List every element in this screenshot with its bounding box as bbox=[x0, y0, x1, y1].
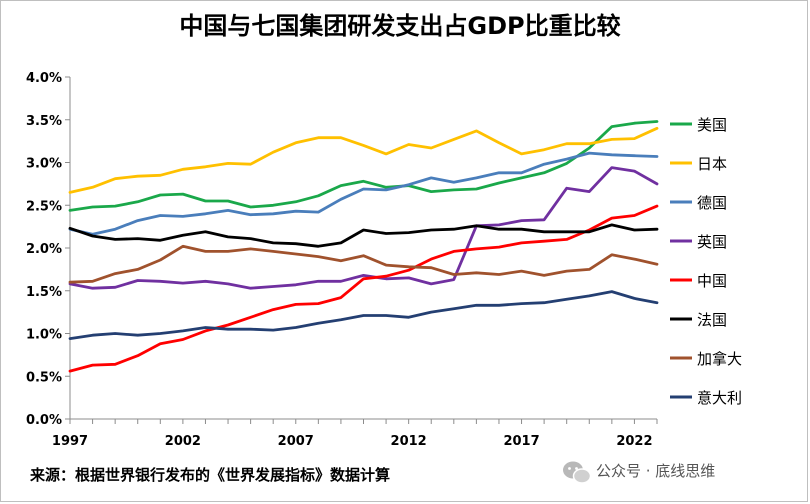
x-tick-label: 2017 bbox=[503, 434, 539, 449]
series-line-5 bbox=[68, 204, 659, 373]
y-tick-label: 3.0% bbox=[26, 157, 62, 172]
legend-item: 中国 bbox=[670, 272, 727, 290]
y-tick-label: 2.5% bbox=[26, 199, 62, 214]
chart-axes: 0.0% 0.5% 1.0% 1.5% 2.0% 2.5% 3.0% 3.5% 4.0% 1997… bbox=[26, 71, 658, 449]
series-line-8 bbox=[68, 290, 659, 341]
series-line-6 bbox=[68, 223, 659, 248]
y-tick-label: 4.0% bbox=[26, 71, 62, 86]
source-note: 来源：根据世界银行发布的《世界发展指标》数据计算 bbox=[29, 466, 390, 484]
legend-label: 日本 bbox=[697, 155, 727, 173]
y-tick-label: 1.5% bbox=[26, 285, 62, 300]
x-tick-label: 2022 bbox=[616, 434, 652, 449]
legend-item: 法国 bbox=[670, 311, 727, 329]
series-line-4 bbox=[68, 166, 659, 290]
x-tick-label: 2012 bbox=[391, 434, 427, 449]
legend-label: 德国 bbox=[697, 194, 727, 212]
legend-label: 英国 bbox=[697, 233, 727, 251]
legend-label: 美国 bbox=[697, 116, 727, 134]
series-line-7 bbox=[68, 244, 659, 284]
legend-label: 意大利 bbox=[697, 389, 742, 407]
legend-item: 德国 bbox=[670, 194, 727, 212]
legend-label: 法国 bbox=[697, 311, 727, 329]
watermark-text: 公众号 · 底线思维 bbox=[596, 462, 715, 480]
watermark: 公众号 · 底线思维 bbox=[563, 461, 715, 484]
series-line-1 bbox=[68, 120, 659, 212]
legend-item: 加拿大 bbox=[670, 350, 742, 368]
x-tick-label: 1997 bbox=[52, 434, 88, 449]
legend-label: 加拿大 bbox=[697, 350, 742, 368]
y-tick-label: 1.0% bbox=[26, 328, 62, 343]
chart-title: 中国与七国集团研发支出占GDP比重比较 bbox=[179, 12, 620, 40]
legend-item: 意大利 bbox=[670, 389, 742, 407]
legend-label: 中国 bbox=[697, 272, 727, 290]
series-line-3 bbox=[68, 151, 659, 236]
series-line-2 bbox=[68, 126, 659, 194]
legend-item: 英国 bbox=[670, 233, 727, 251]
chart-series bbox=[68, 120, 659, 373]
y-tick-label: 0.5% bbox=[26, 370, 62, 385]
legend-item: 美国 bbox=[670, 116, 727, 134]
x-tick-label: 2002 bbox=[165, 434, 201, 449]
y-tick-label: 2.0% bbox=[26, 242, 62, 257]
x-tick-label: 2007 bbox=[278, 434, 314, 449]
y-tick-label: 3.5% bbox=[26, 114, 62, 129]
wechat-icon bbox=[563, 461, 592, 484]
y-tick-label: 0.0% bbox=[26, 413, 62, 428]
legend-item: 日本 bbox=[670, 155, 727, 173]
